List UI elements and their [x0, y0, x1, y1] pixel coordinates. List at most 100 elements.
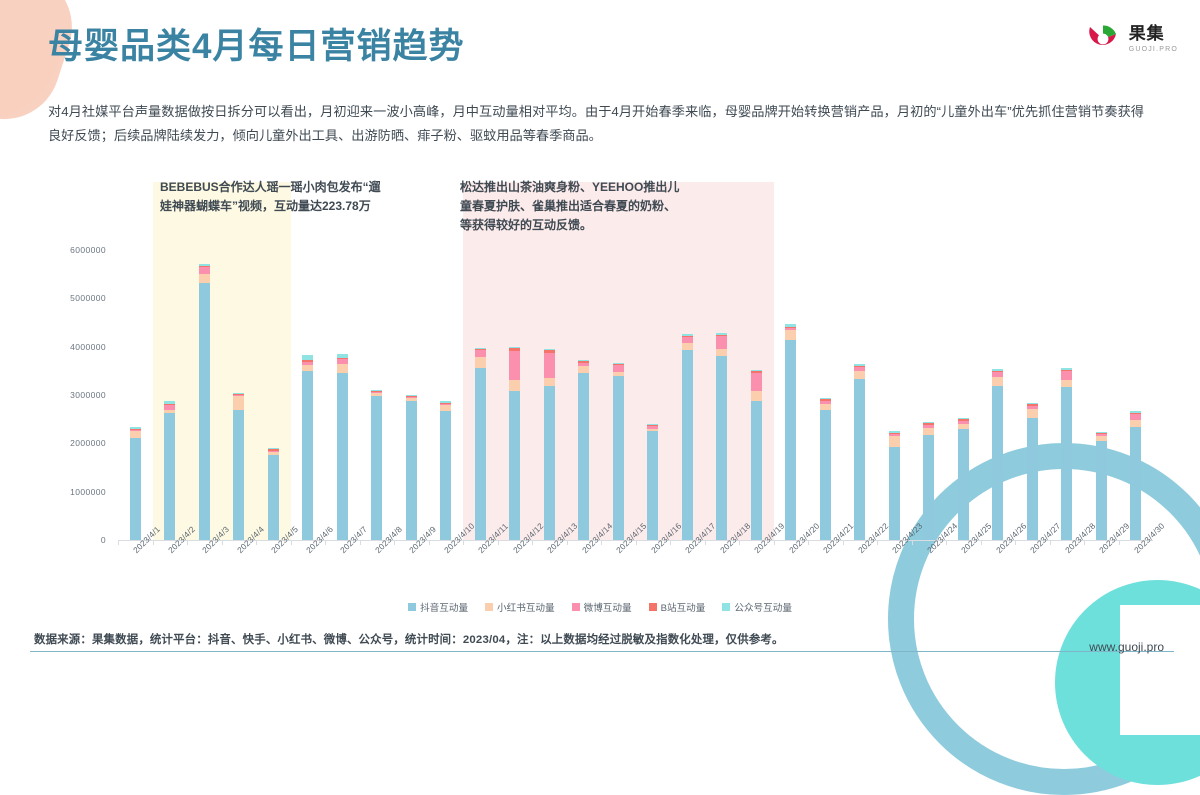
bar-segment	[474, 350, 486, 358]
bar-segment	[750, 370, 762, 372]
bar-column[interactable]	[1061, 367, 1073, 540]
bar-segment	[440, 403, 452, 406]
x-axis-tick	[1015, 540, 1016, 545]
bar-column[interactable]	[888, 431, 900, 540]
bar-column[interactable]	[267, 448, 279, 540]
bar-segment	[1061, 370, 1073, 380]
bar-segment	[612, 376, 624, 540]
bar-column[interactable]	[371, 389, 383, 540]
bar-segment	[543, 350, 555, 353]
legend-item[interactable]: 微博互动量	[571, 600, 632, 614]
x-axis-tick	[946, 540, 947, 545]
bar-column[interactable]	[992, 368, 1004, 540]
bar-column[interactable]	[474, 347, 486, 540]
bar-segment	[543, 386, 555, 540]
bar-column[interactable]	[578, 359, 590, 540]
bar-segment	[405, 394, 417, 397]
bar-segment	[1095, 440, 1107, 540]
bar-column[interactable]	[750, 370, 762, 540]
bar-segment	[371, 389, 383, 391]
bar-segment	[819, 404, 831, 410]
bar-column[interactable]	[233, 392, 245, 540]
bar-segment	[1095, 435, 1107, 441]
bar-segment	[405, 396, 417, 398]
bar-segment	[957, 428, 969, 540]
legend-label: 公众号互动量	[734, 603, 792, 614]
bar-column[interactable]	[647, 424, 659, 540]
bar-segment	[302, 361, 314, 366]
x-axis-tick	[359, 540, 361, 545]
bar-segment	[612, 371, 624, 377]
x-axis-tick	[428, 540, 430, 545]
bar-column[interactable]	[1095, 431, 1107, 540]
x-axis-tick	[739, 540, 740, 545]
bar-column[interactable]	[302, 355, 314, 540]
bar-column[interactable]	[1026, 402, 1038, 540]
bar-segment	[923, 423, 935, 425]
bar-column[interactable]	[612, 362, 624, 540]
bar-column[interactable]	[440, 401, 452, 540]
bar-segment	[302, 365, 314, 372]
bar-segment	[198, 283, 210, 540]
bar-column[interactable]	[854, 363, 866, 540]
bar-segment	[233, 395, 245, 397]
bar-segment	[681, 337, 693, 344]
bar-segment	[819, 401, 831, 405]
bar-column[interactable]	[785, 324, 797, 540]
bar-column[interactable]	[957, 418, 969, 540]
bar-segment	[509, 351, 521, 381]
bar-column[interactable]	[405, 394, 417, 540]
x-axis-tick	[773, 540, 775, 545]
x-axis-tick	[256, 540, 257, 545]
legend-swatch-icon	[722, 603, 731, 611]
bar-segment	[164, 404, 176, 410]
legend-item[interactable]: 抖音互动量	[408, 600, 468, 614]
bar-column[interactable]	[681, 334, 693, 540]
bar-column[interactable]	[336, 353, 348, 540]
bar-segment	[129, 428, 141, 430]
bar-segment	[750, 400, 762, 540]
bar-segment	[302, 355, 314, 361]
bar-segment	[509, 390, 521, 540]
y-axis-tick-label: 0	[100, 535, 106, 545]
x-axis-tick	[601, 540, 602, 545]
page-title: 母婴品类4月每日营销趋势	[48, 27, 465, 66]
bar-segment	[129, 437, 141, 540]
bar-column[interactable]	[198, 264, 210, 540]
bar-segment	[750, 372, 762, 391]
bar-column[interactable]	[716, 332, 728, 540]
legend-item[interactable]: 小红书互动量	[485, 600, 555, 614]
bar-segment	[854, 366, 866, 368]
x-axis-tick	[704, 540, 706, 545]
bar-column[interactable]	[819, 398, 831, 540]
bar-segment	[647, 429, 659, 432]
bar-segment	[233, 393, 245, 396]
brand-logo: 果集 GUOJI.PRO	[1086, 22, 1178, 56]
bar-segment	[612, 365, 624, 372]
bar-segment	[888, 436, 900, 447]
bar-column[interactable]	[509, 346, 521, 540]
x-axis-tick	[532, 540, 533, 545]
bar-column[interactable]	[164, 400, 176, 540]
bar-segment	[578, 365, 590, 373]
bar-column[interactable]	[129, 426, 141, 540]
bar-segment	[440, 405, 452, 412]
bar-segment	[1026, 417, 1038, 540]
legend-item[interactable]: 公众号互动量	[722, 600, 792, 614]
bar-segment	[267, 455, 279, 540]
bar-column[interactable]	[923, 421, 935, 540]
bar-column[interactable]	[1130, 411, 1142, 540]
y-axis: 0 1000000 2000000 3000000 4000000 5000000 6000…	[0, 245, 112, 545]
bar-segment	[474, 368, 486, 540]
bar-segment	[957, 418, 969, 420]
bar-segment	[681, 343, 693, 351]
bar-segment	[198, 266, 210, 274]
logo-text-en: GUOJI.PRO	[1128, 46, 1178, 53]
bar-segment	[681, 335, 693, 338]
bar-segment	[785, 327, 797, 329]
legend-item[interactable]: B站互动量	[648, 600, 705, 614]
bar-column[interactable]	[543, 348, 555, 540]
x-axis-tick	[1084, 540, 1085, 545]
legend-swatch-icon	[408, 603, 417, 611]
x-axis-tick	[566, 540, 568, 545]
